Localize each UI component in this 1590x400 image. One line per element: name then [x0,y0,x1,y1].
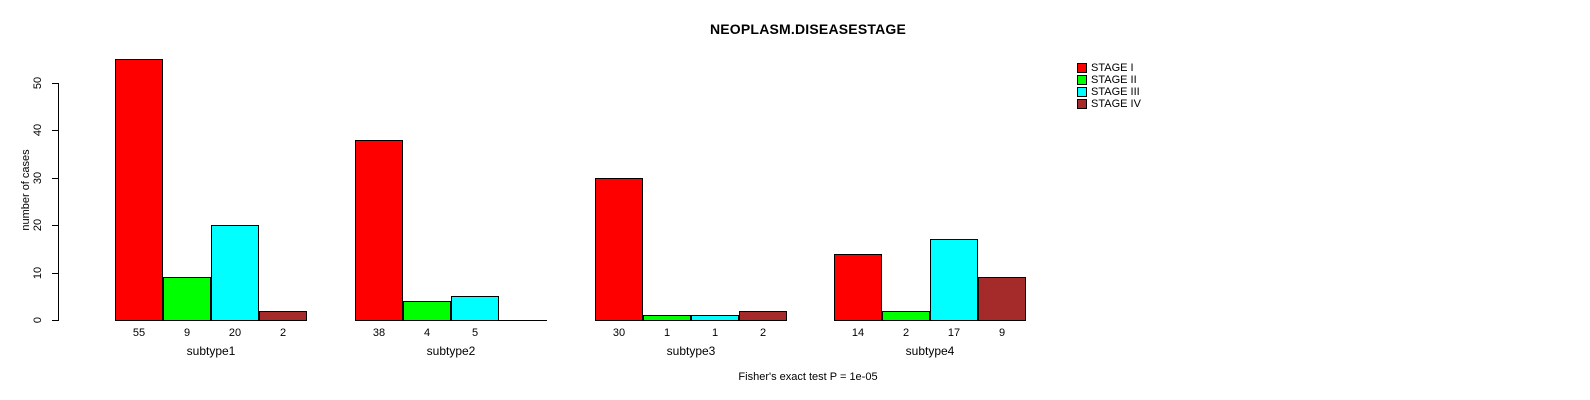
legend-entry: STAGE I [1077,62,1141,74]
y-tick-label: 10 [32,266,44,280]
bar [834,254,882,321]
legend-entry: STAGE II [1077,74,1141,86]
bar-value-label: 5 [471,327,479,339]
category-label: subtype3 [666,344,716,358]
category-label: subtype1 [186,344,236,358]
bar [259,311,307,321]
y-tick-label: 40 [32,123,44,137]
legend-label: STAGE III [1091,86,1140,98]
bar-value-label: 17 [947,327,961,339]
bar-value-label: 38 [372,327,386,339]
bar [451,296,499,321]
bar-value-label: 55 [132,327,146,339]
category-label: subtype2 [426,344,476,358]
bar-value-label: 1 [711,327,719,339]
bar [403,301,451,321]
y-axis-tick [52,83,58,84]
legend-label: STAGE II [1091,74,1137,86]
bar-value-label: 1 [663,327,671,339]
bar-value-label: 14 [851,327,865,339]
bar [211,225,259,321]
y-axis-label: number of cases [20,149,32,231]
bar-value-label: 2 [759,327,767,339]
legend-entry: STAGE IV [1077,98,1141,110]
bar [595,178,643,321]
legend-swatch [1077,63,1087,73]
bar [930,239,978,321]
chart-title: NEOPLASM.DISEASESTAGE [709,21,907,37]
legend-entry: STAGE III [1077,86,1141,98]
legend-swatch [1077,99,1087,109]
caption: Fisher's exact test P = 1e-05 [738,371,878,383]
y-axis-tick [52,178,58,179]
bar-value-label: 9 [183,327,191,339]
bar [163,277,211,321]
bar [643,315,691,321]
category-label: subtype4 [905,344,955,358]
legend-label: STAGE IV [1091,98,1141,110]
y-tick-label: 50 [32,76,44,90]
y-axis-tick [52,130,58,131]
y-tick-label: 20 [32,218,44,232]
bar [115,59,163,321]
bar [739,311,787,321]
y-tick-label: 30 [32,171,44,185]
y-axis-tick [52,273,58,274]
bar [882,311,930,321]
legend-swatch [1077,87,1087,97]
bar [691,315,739,321]
y-axis-tick [52,320,58,321]
bar-value-label: 2 [902,327,910,339]
bar [978,277,1026,321]
legend-swatch [1077,75,1087,85]
bar-value-label: 2 [279,327,287,339]
legend: STAGE I STAGE II STAGE III STAGE IV [1077,62,1141,110]
bar [355,140,403,321]
bar-value-label: 4 [423,327,431,339]
bar-value-label: 20 [228,327,242,339]
bar-value-label: 9 [998,327,1006,339]
y-axis-line [58,83,59,321]
bar-value-label: 30 [612,327,626,339]
legend-label: STAGE I [1091,62,1134,74]
y-axis-tick [52,225,58,226]
y-tick-label: 0 [32,316,44,324]
